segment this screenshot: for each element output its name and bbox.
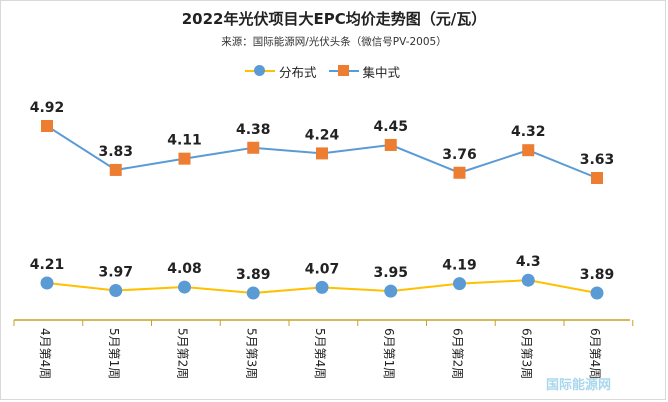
data-point-distributed xyxy=(453,277,466,291)
data-point-distributed xyxy=(109,284,123,297)
data-label-distributed: 3.89 xyxy=(236,267,271,283)
data-label-centralized: 4.32 xyxy=(511,124,546,140)
data-point-centralized xyxy=(453,166,466,179)
legend-swatch-distributed xyxy=(245,64,275,78)
x-tick-label: 5月第4周 xyxy=(313,328,327,379)
data-label-distributed: 4.21 xyxy=(30,257,65,273)
data-label-centralized: 4.92 xyxy=(30,100,65,116)
x-tick-label: 5月第1周 xyxy=(107,328,121,379)
data-point-centralized xyxy=(316,147,328,160)
watermark: 国际能源网 xyxy=(546,378,612,393)
legend-swatch-centralized xyxy=(328,64,359,78)
legend: 分布式 集中式 xyxy=(245,62,412,80)
data-point-centralized xyxy=(109,163,122,176)
data-point-centralized xyxy=(178,152,191,165)
data-label-distributed: 4.08 xyxy=(167,261,202,277)
chart-subtitle: 来源：国际能源网/光伏头条（微信号PV-2005） xyxy=(221,36,447,48)
data-label-centralized: 3.63 xyxy=(580,152,615,168)
data-point-centralized xyxy=(247,141,260,154)
x-tick-label: 6月第1周 xyxy=(382,328,396,379)
data-label-distributed: 3.89 xyxy=(580,267,615,283)
data-label-distributed: 3.95 xyxy=(373,265,408,281)
data-label-centralized: 4.11 xyxy=(167,133,202,149)
data-point-distributed xyxy=(315,280,329,294)
data-point-distributed xyxy=(178,280,191,294)
data-point-distributed xyxy=(521,273,535,287)
chart-title: 2022年光伏项目大EPC均价走势图（元/瓦） xyxy=(181,10,487,28)
data-point-distributed xyxy=(384,284,398,298)
data-label-distributed: 4.07 xyxy=(305,261,340,277)
legend-label-centralized: 集中式 xyxy=(362,64,401,80)
x-tick-label: 6月第2周 xyxy=(451,328,465,379)
x-tick-label: 6月第3周 xyxy=(519,328,533,379)
data-point-centralized xyxy=(591,172,603,184)
data-label-centralized: 4.24 xyxy=(305,127,340,143)
data-point-distributed xyxy=(590,286,604,300)
data-label-distributed: 3.97 xyxy=(98,265,133,281)
x-tick-label: 5月第3周 xyxy=(244,328,258,379)
data-label-centralized: 4.45 xyxy=(373,119,408,135)
legend-label-distributed: 分布式 xyxy=(279,64,317,80)
data-label-centralized: 3.83 xyxy=(98,144,133,160)
data-point-centralized xyxy=(41,120,53,132)
data-label-centralized: 3.76 xyxy=(442,147,477,163)
data-point-centralized xyxy=(522,144,535,157)
x-tick-label: 5月第2周 xyxy=(176,328,190,379)
legend-item-distributed: 分布式 xyxy=(245,62,317,81)
x-tick-label: 4月第4周 xyxy=(38,328,52,379)
data-point-distributed xyxy=(40,276,54,290)
data-label-distributed: 4.19 xyxy=(442,258,477,274)
x-tick-label: 6月第4周 xyxy=(588,328,602,379)
legend-item-centralized: 集中式 xyxy=(328,62,401,81)
data-point-centralized xyxy=(384,138,397,151)
data-label-centralized: 4.38 xyxy=(236,122,271,138)
data-label-distributed: 4.3 xyxy=(516,254,541,270)
data-point-distributed xyxy=(246,286,260,300)
